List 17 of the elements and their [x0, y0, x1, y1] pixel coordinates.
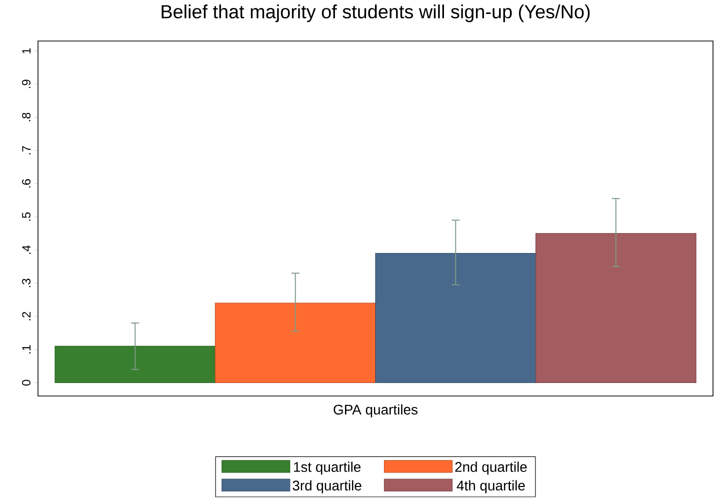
y-tick-label: .5	[22, 212, 30, 221]
y-tick-label: 1	[22, 48, 30, 54]
y-tick-label: .9	[22, 80, 30, 88]
y-tick-label: 0	[22, 380, 30, 386]
y-tick-label: .7	[22, 146, 30, 154]
y-tick-label: .8	[22, 112, 30, 122]
chart-title: Belief that majority of students will sign-up (Yes/No)	[162, 4, 590, 22]
y-tick-label: .2	[22, 312, 30, 320]
legend-label: 1st quartile	[294, 462, 361, 475]
y-tick-label: .4	[22, 245, 30, 254]
legend-label: 4th quartile	[456, 480, 525, 494]
y-tick-label: .3	[22, 278, 30, 288]
y-tick-label: .6	[22, 179, 30, 188]
y-tick-label: .1	[22, 345, 30, 354]
legend-label: 2nd quartile	[455, 462, 527, 475]
legend-label: 3rd quartile	[292, 480, 362, 494]
x-axis-title: GPA quartiles	[334, 404, 418, 418]
